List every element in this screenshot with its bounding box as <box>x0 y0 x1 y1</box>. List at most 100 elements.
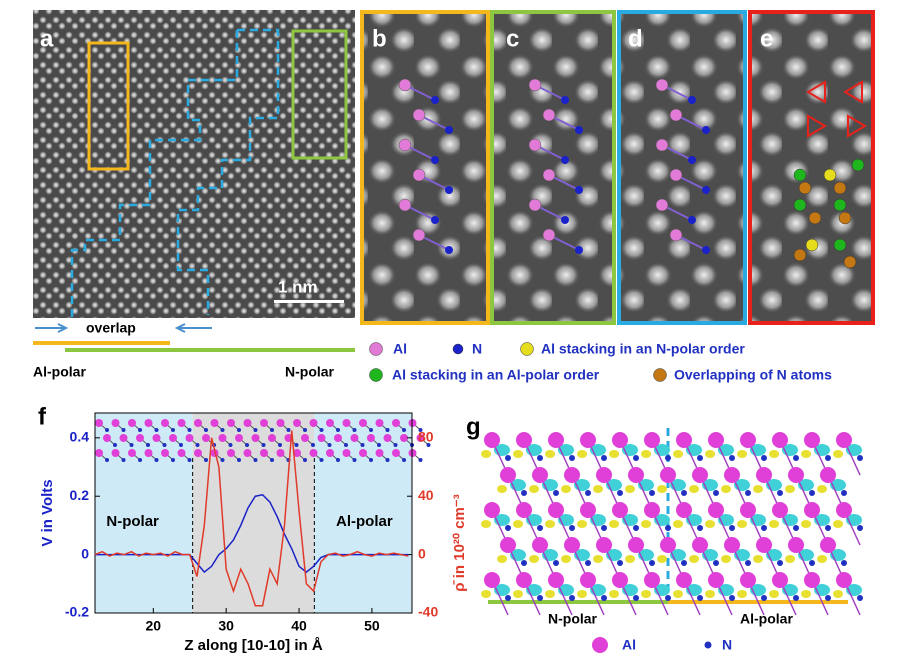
atom <box>402 428 406 432</box>
atom <box>392 419 400 427</box>
legend-swatch <box>369 342 383 356</box>
atom <box>580 432 596 448</box>
y2-axis-title: ρ̄ in 10²⁰ cm⁻³ <box>451 494 468 591</box>
charge-lobe <box>529 555 539 563</box>
atom <box>317 434 326 442</box>
atom <box>152 434 161 442</box>
atom <box>528 78 542 92</box>
atom <box>367 434 375 442</box>
charge-lobe <box>497 485 507 493</box>
atom <box>692 537 708 553</box>
charge-lobe <box>625 555 635 563</box>
legend-swatch <box>592 637 608 653</box>
atom <box>561 156 569 164</box>
x-tick-label: 50 <box>364 618 380 634</box>
atom <box>129 443 134 447</box>
atom <box>836 572 852 588</box>
atom <box>793 525 799 531</box>
charge-lobe <box>737 450 747 458</box>
atom <box>500 467 516 483</box>
atom <box>227 449 235 457</box>
atom <box>793 595 799 601</box>
atom <box>162 443 167 447</box>
atom <box>237 458 241 462</box>
atom <box>575 126 583 134</box>
atom <box>772 432 788 448</box>
charge-lobe <box>657 555 667 563</box>
atom <box>542 228 556 242</box>
atom <box>777 490 783 496</box>
atom <box>708 572 724 588</box>
atom <box>161 419 169 427</box>
atom <box>179 443 183 447</box>
charge-lobe <box>609 590 619 598</box>
atom <box>804 572 820 588</box>
atom <box>580 502 596 518</box>
atom <box>377 443 381 447</box>
atom <box>402 458 406 462</box>
atom <box>697 455 703 461</box>
atom <box>336 428 340 432</box>
atom <box>400 434 408 442</box>
charge-lobe <box>673 520 683 528</box>
y2-tick-label: 80 <box>418 429 434 445</box>
atom <box>95 449 103 457</box>
atom <box>724 467 740 483</box>
charge-lobe <box>753 555 763 563</box>
atom <box>809 560 815 566</box>
atom <box>202 434 210 442</box>
atom <box>301 434 309 442</box>
x-tick-label: 40 <box>291 618 307 634</box>
atom <box>270 458 274 462</box>
atom <box>820 537 836 553</box>
charge-lobe <box>817 555 827 563</box>
atom <box>548 572 564 588</box>
plot-frame <box>94 412 413 614</box>
atom <box>138 458 142 462</box>
atom <box>228 443 233 447</box>
atom <box>144 449 153 457</box>
atom <box>412 108 426 122</box>
atom <box>119 434 128 442</box>
atom <box>187 428 192 432</box>
charge-lobe <box>577 520 587 528</box>
atom <box>612 432 628 448</box>
atom <box>655 78 669 92</box>
atom <box>833 238 847 252</box>
atom <box>398 138 412 152</box>
atom <box>528 198 542 212</box>
atom <box>303 458 307 462</box>
atom <box>393 443 398 447</box>
n-polar-label: N-polar <box>548 611 598 627</box>
atom <box>416 434 425 442</box>
atom <box>857 595 863 601</box>
atom <box>833 181 847 195</box>
series-line <box>94 430 409 607</box>
legend: Al N Al stacking in an N-polar order Al sta… <box>369 341 832 383</box>
charge-lobe <box>561 555 571 563</box>
atom <box>660 467 676 483</box>
scale-label: 1 nm <box>278 277 318 296</box>
legend-label: N <box>722 637 732 653</box>
atom <box>412 228 426 242</box>
legend-label: Al stacking in an Al-polar order <box>392 367 600 383</box>
atom <box>838 211 852 225</box>
atom <box>665 595 671 601</box>
atom <box>521 560 527 566</box>
charge-lobe <box>577 590 587 598</box>
atom <box>580 572 596 588</box>
y-tick-label: 0 <box>81 545 89 561</box>
atom <box>676 502 692 518</box>
atom <box>649 490 655 496</box>
atom <box>713 560 719 566</box>
legend-swatch <box>653 368 667 382</box>
atom <box>617 560 623 566</box>
atom <box>836 432 852 448</box>
atom <box>681 490 687 496</box>
atom <box>857 525 863 531</box>
atom <box>359 449 367 457</box>
atom <box>426 443 431 447</box>
charge-lobe <box>753 485 763 493</box>
atom <box>187 458 192 462</box>
